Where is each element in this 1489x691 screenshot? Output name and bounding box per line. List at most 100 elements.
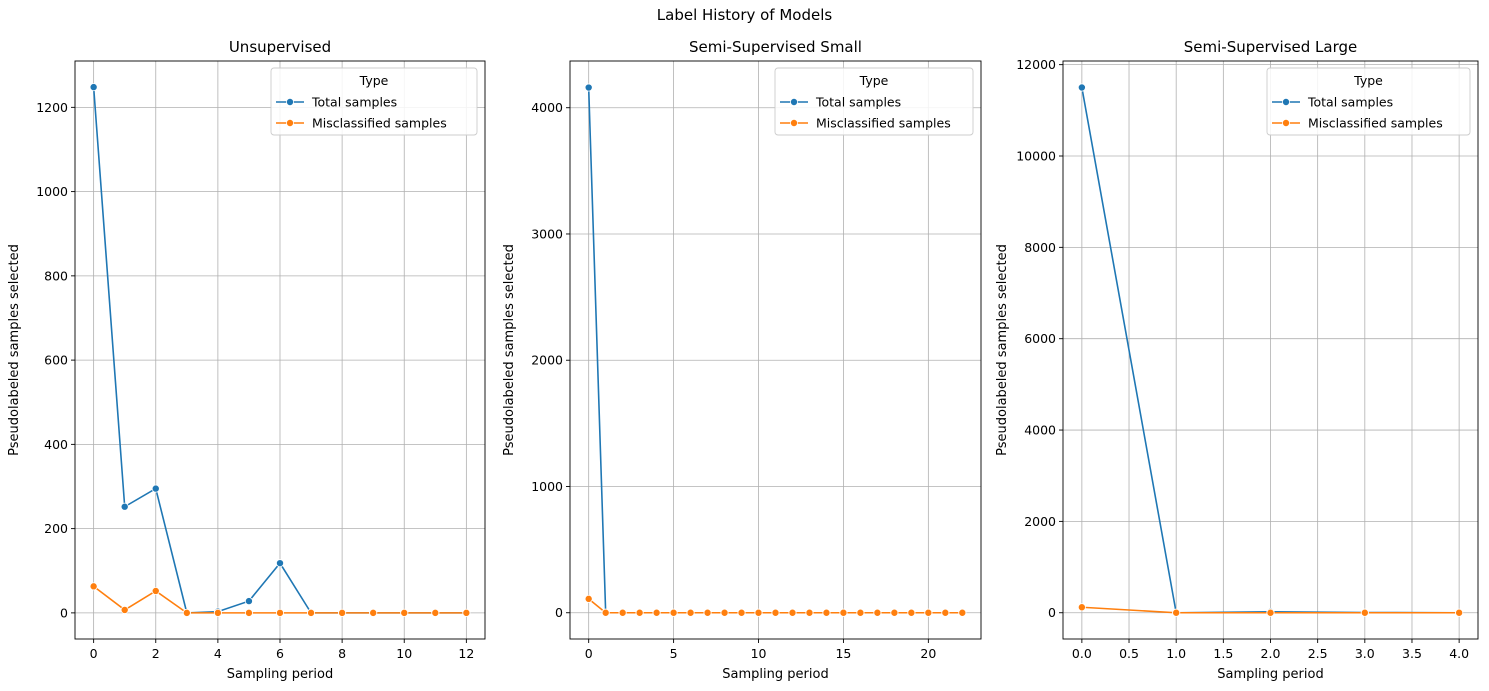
data-point-misclassified — [822, 608, 831, 617]
data-point-misclassified — [839, 608, 848, 617]
data-point-misclassified — [635, 608, 644, 617]
data-point-total — [89, 83, 98, 92]
y-tick-label: 2000 — [531, 353, 563, 368]
y-tick-label: 0 — [555, 605, 563, 620]
data-point-misclassified — [669, 608, 678, 617]
data-point-misclassified — [958, 608, 967, 617]
data-point-total — [120, 502, 129, 511]
data-point-misclassified — [754, 608, 763, 617]
data-point-misclassified — [1172, 608, 1181, 617]
legend-marker-misclassified — [1282, 119, 1291, 128]
x-tick-label: 2.5 — [1308, 646, 1328, 661]
data-point-misclassified — [120, 605, 129, 614]
legend-label-total: Total samples — [1307, 95, 1393, 110]
data-point-total — [1077, 83, 1086, 92]
chart-1: 0 2 4 6 8 10 12 0 200 400 600 800 1000 1200 Unsupervis… — [7, 38, 486, 682]
x-tick-label: 0 — [585, 646, 593, 661]
data-point-misclassified — [601, 608, 610, 617]
y-tick-label: 200 — [44, 521, 68, 536]
data-point-misclassified — [1077, 603, 1086, 612]
data-point-misclassified — [182, 608, 191, 617]
data-point-misclassified — [703, 608, 712, 617]
y-axis-label: Pseudolabeled samples selected — [995, 244, 1010, 456]
data-point-misclassified — [1455, 608, 1464, 617]
data-point-misclassified — [788, 608, 797, 617]
y-axis-label: Pseudolabeled samples selected — [502, 244, 517, 456]
y-tick-label: 3000 — [531, 226, 563, 241]
data-point-misclassified — [151, 586, 160, 595]
y-tick-label: 1200 — [36, 100, 68, 115]
chart-2: 0 5 10 15 20 0 1000 2000 3000 4000 Semi-Supervised… — [502, 38, 982, 682]
legend-title: Type — [1353, 73, 1383, 88]
chart-title: Semi-Supervised Small — [689, 38, 862, 56]
legend-marker-total — [285, 98, 294, 107]
data-point-misclassified — [856, 608, 865, 617]
data-point-misclassified — [941, 608, 950, 617]
data-point-misclassified — [720, 608, 729, 617]
data-point-misclassified — [307, 608, 316, 617]
y-tick-label: 0 — [1048, 605, 1056, 620]
y-tick-label: 2000 — [1024, 514, 1056, 529]
legend-box — [270, 67, 478, 136]
legend-label-total: Total samples — [815, 95, 901, 110]
legend: Type Total samples Misclassified samples — [270, 67, 478, 136]
data-point-total — [151, 484, 160, 493]
legend-marker-misclassified — [790, 119, 799, 128]
chart-3: 0.0 0.5 1.0 1.5 2.0 2.5 3.0 3.5 4.0 0 2000 4000 6000… — [995, 38, 1479, 682]
x-tick-label: 0.0 — [1072, 646, 1092, 661]
y-tick-label: 600 — [44, 353, 68, 368]
legend-label-misclassified: Misclassified samples — [312, 116, 447, 131]
chart-title: Unsupervised — [229, 38, 331, 56]
data-point-misclassified — [652, 608, 661, 617]
y-tick-label: 4000 — [531, 100, 563, 115]
x-tick-label: 1.0 — [1166, 646, 1186, 661]
legend-marker-total — [1282, 98, 1291, 107]
data-point-misclassified — [431, 608, 440, 617]
data-point-misclassified — [873, 608, 882, 617]
x-tick-label: 0.5 — [1119, 646, 1139, 661]
x-tick-label: 20 — [920, 646, 936, 661]
y-tick-label: 400 — [44, 437, 68, 452]
x-tick-label: 8 — [338, 646, 346, 661]
legend-title: Type — [359, 73, 389, 88]
x-tick-label: 4 — [214, 646, 222, 661]
x-tick-label: 6 — [276, 646, 284, 661]
legend-marker-misclassified — [285, 119, 294, 128]
legend: Type Total samples Misclassified samples — [774, 67, 974, 136]
y-tick-label: 6000 — [1024, 331, 1056, 346]
legend-label-misclassified: Misclassified samples — [816, 116, 951, 131]
y-tick-label: 10000 — [1016, 149, 1056, 164]
x-tick-label: 3.5 — [1402, 646, 1422, 661]
x-tick-label: 1.5 — [1213, 646, 1233, 661]
series-line-total — [587, 87, 963, 614]
x-tick-label: 2.0 — [1261, 646, 1281, 661]
data-point-misclassified — [1360, 608, 1369, 617]
data-point-misclassified — [907, 608, 916, 617]
data-point-misclassified — [462, 608, 471, 617]
data-point-misclassified — [338, 608, 347, 617]
legend: Type Total samples Misclassified samples — [1266, 67, 1471, 136]
y-axis-label: Pseudolabeled samples selected — [7, 244, 22, 456]
data-point-misclassified — [771, 608, 780, 617]
data-point-misclassified — [805, 608, 814, 617]
data-point-misclassified — [584, 594, 593, 603]
x-tick-label: 4.0 — [1449, 646, 1469, 661]
legend-label-misclassified: Misclassified samples — [1308, 116, 1443, 131]
x-tick-label: 15 — [835, 646, 851, 661]
y-tick-label: 1000 — [531, 479, 563, 494]
legend-box — [774, 67, 974, 136]
data-point-misclassified — [890, 608, 899, 617]
y-tick-label: 4000 — [1024, 423, 1056, 438]
chart-title: Semi-Supervised Large — [1184, 38, 1357, 56]
data-point-total — [275, 559, 284, 568]
data-point-total — [584, 83, 593, 92]
y-tick-label: 0 — [60, 605, 68, 620]
legend-marker-total — [790, 98, 799, 107]
data-point-total — [244, 597, 253, 606]
y-tick-label: 8000 — [1024, 240, 1056, 255]
x-tick-label: 10 — [751, 646, 767, 661]
x-axis-label: Sampling period — [227, 667, 333, 682]
y-tick-label: 1000 — [36, 184, 68, 199]
data-point-misclassified — [618, 608, 627, 617]
